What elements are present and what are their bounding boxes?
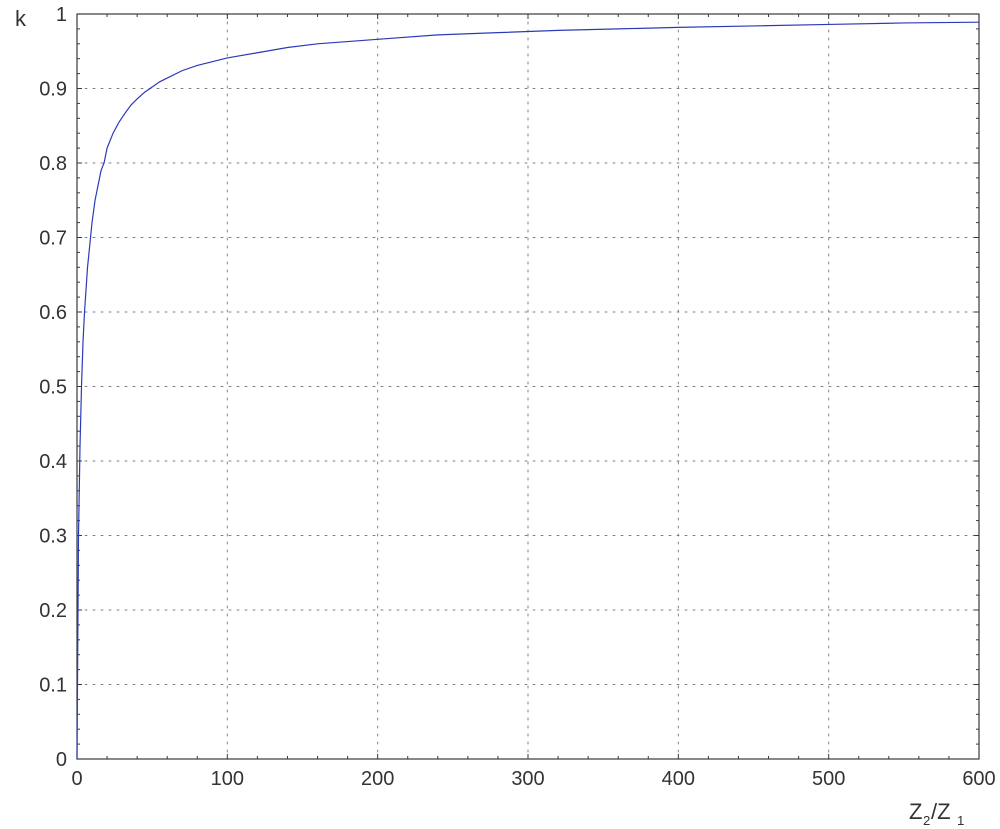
svg-text:0.3: 0.3 [39, 526, 67, 548]
line-chart: 0 100 200 300 400 500 600 0 0.1 0.2 0.3 0.4 0.5 0.6 0.… [0, 0, 1000, 829]
svg-text:0.6: 0.6 [39, 302, 67, 324]
svg-text:0: 0 [56, 749, 67, 771]
chart-container: 0 100 200 300 400 500 600 0 0.1 0.2 0.3 0.4 0.5 0.6 0.… [0, 0, 1000, 829]
svg-text:300: 300 [511, 768, 544, 790]
svg-text:/Z: /Z [931, 799, 951, 824]
svg-text:0.5: 0.5 [39, 377, 67, 399]
y-axis-label: k [15, 6, 27, 31]
svg-text:100: 100 [211, 768, 244, 790]
svg-text:1: 1 [56, 4, 67, 26]
svg-text:0.7: 0.7 [39, 228, 67, 250]
svg-text:0.8: 0.8 [39, 153, 67, 175]
svg-text:200: 200 [361, 768, 394, 790]
svg-text:Z: Z [909, 799, 922, 824]
svg-text:600: 600 [962, 768, 995, 790]
svg-text:0.4: 0.4 [39, 451, 67, 473]
svg-text:400: 400 [662, 768, 695, 790]
svg-text:0.1: 0.1 [39, 675, 67, 697]
svg-text:0.2: 0.2 [39, 600, 67, 622]
svg-text:1: 1 [957, 813, 964, 828]
svg-text:0.9: 0.9 [39, 79, 67, 101]
svg-text:0: 0 [71, 768, 82, 790]
svg-text:2: 2 [923, 813, 930, 828]
svg-text:500: 500 [812, 768, 845, 790]
